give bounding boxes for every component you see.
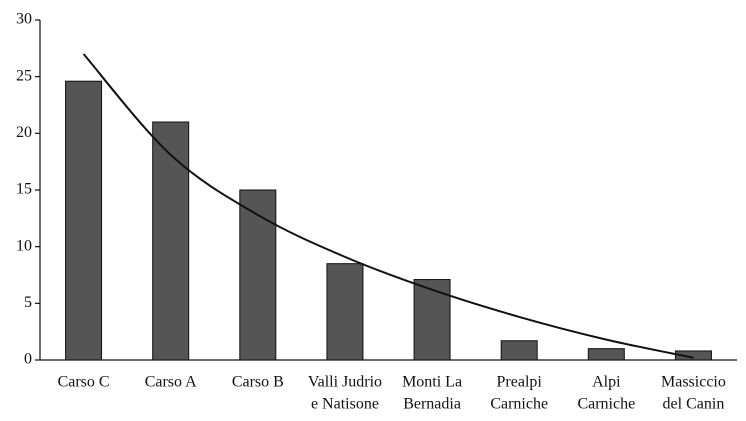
x-tick-label: Carniche [577, 396, 635, 413]
x-tick-label: Carso A [145, 374, 197, 391]
y-tick-label: 30 [16, 11, 32, 28]
y-tick-label: 5 [24, 294, 32, 311]
x-tick-label: del Canin [663, 396, 725, 413]
bar [326, 263, 364, 361]
bar [239, 189, 277, 361]
x-tick-label: e Natisone [311, 396, 379, 413]
x-tick-label: Monti La [402, 374, 462, 391]
x-tick-label: Alpi [592, 374, 621, 391]
y-tick-label: 20 [16, 124, 32, 141]
x-tick-label: Carniche [490, 396, 548, 413]
y-tick-label: 0 [24, 351, 32, 368]
bar [500, 340, 538, 361]
x-tick-label: Valli Judrio [308, 374, 382, 391]
bar [587, 348, 625, 361]
x-tick-label: Carso C [58, 374, 110, 391]
x-tick-label: Carso B [232, 374, 284, 391]
y-tick-label: 10 [16, 237, 32, 254]
y-tick-label: 15 [16, 181, 32, 198]
bar [152, 121, 190, 361]
x-tick-label: Prealpi [497, 374, 543, 391]
bar [65, 80, 103, 361]
y-tick-label: 25 [16, 67, 32, 84]
bar [674, 350, 712, 361]
x-tick-label: Massiccio [661, 374, 726, 391]
trend-line [82, 53, 694, 359]
x-tick-label: Bernadia [403, 396, 461, 413]
bar [413, 279, 451, 361]
